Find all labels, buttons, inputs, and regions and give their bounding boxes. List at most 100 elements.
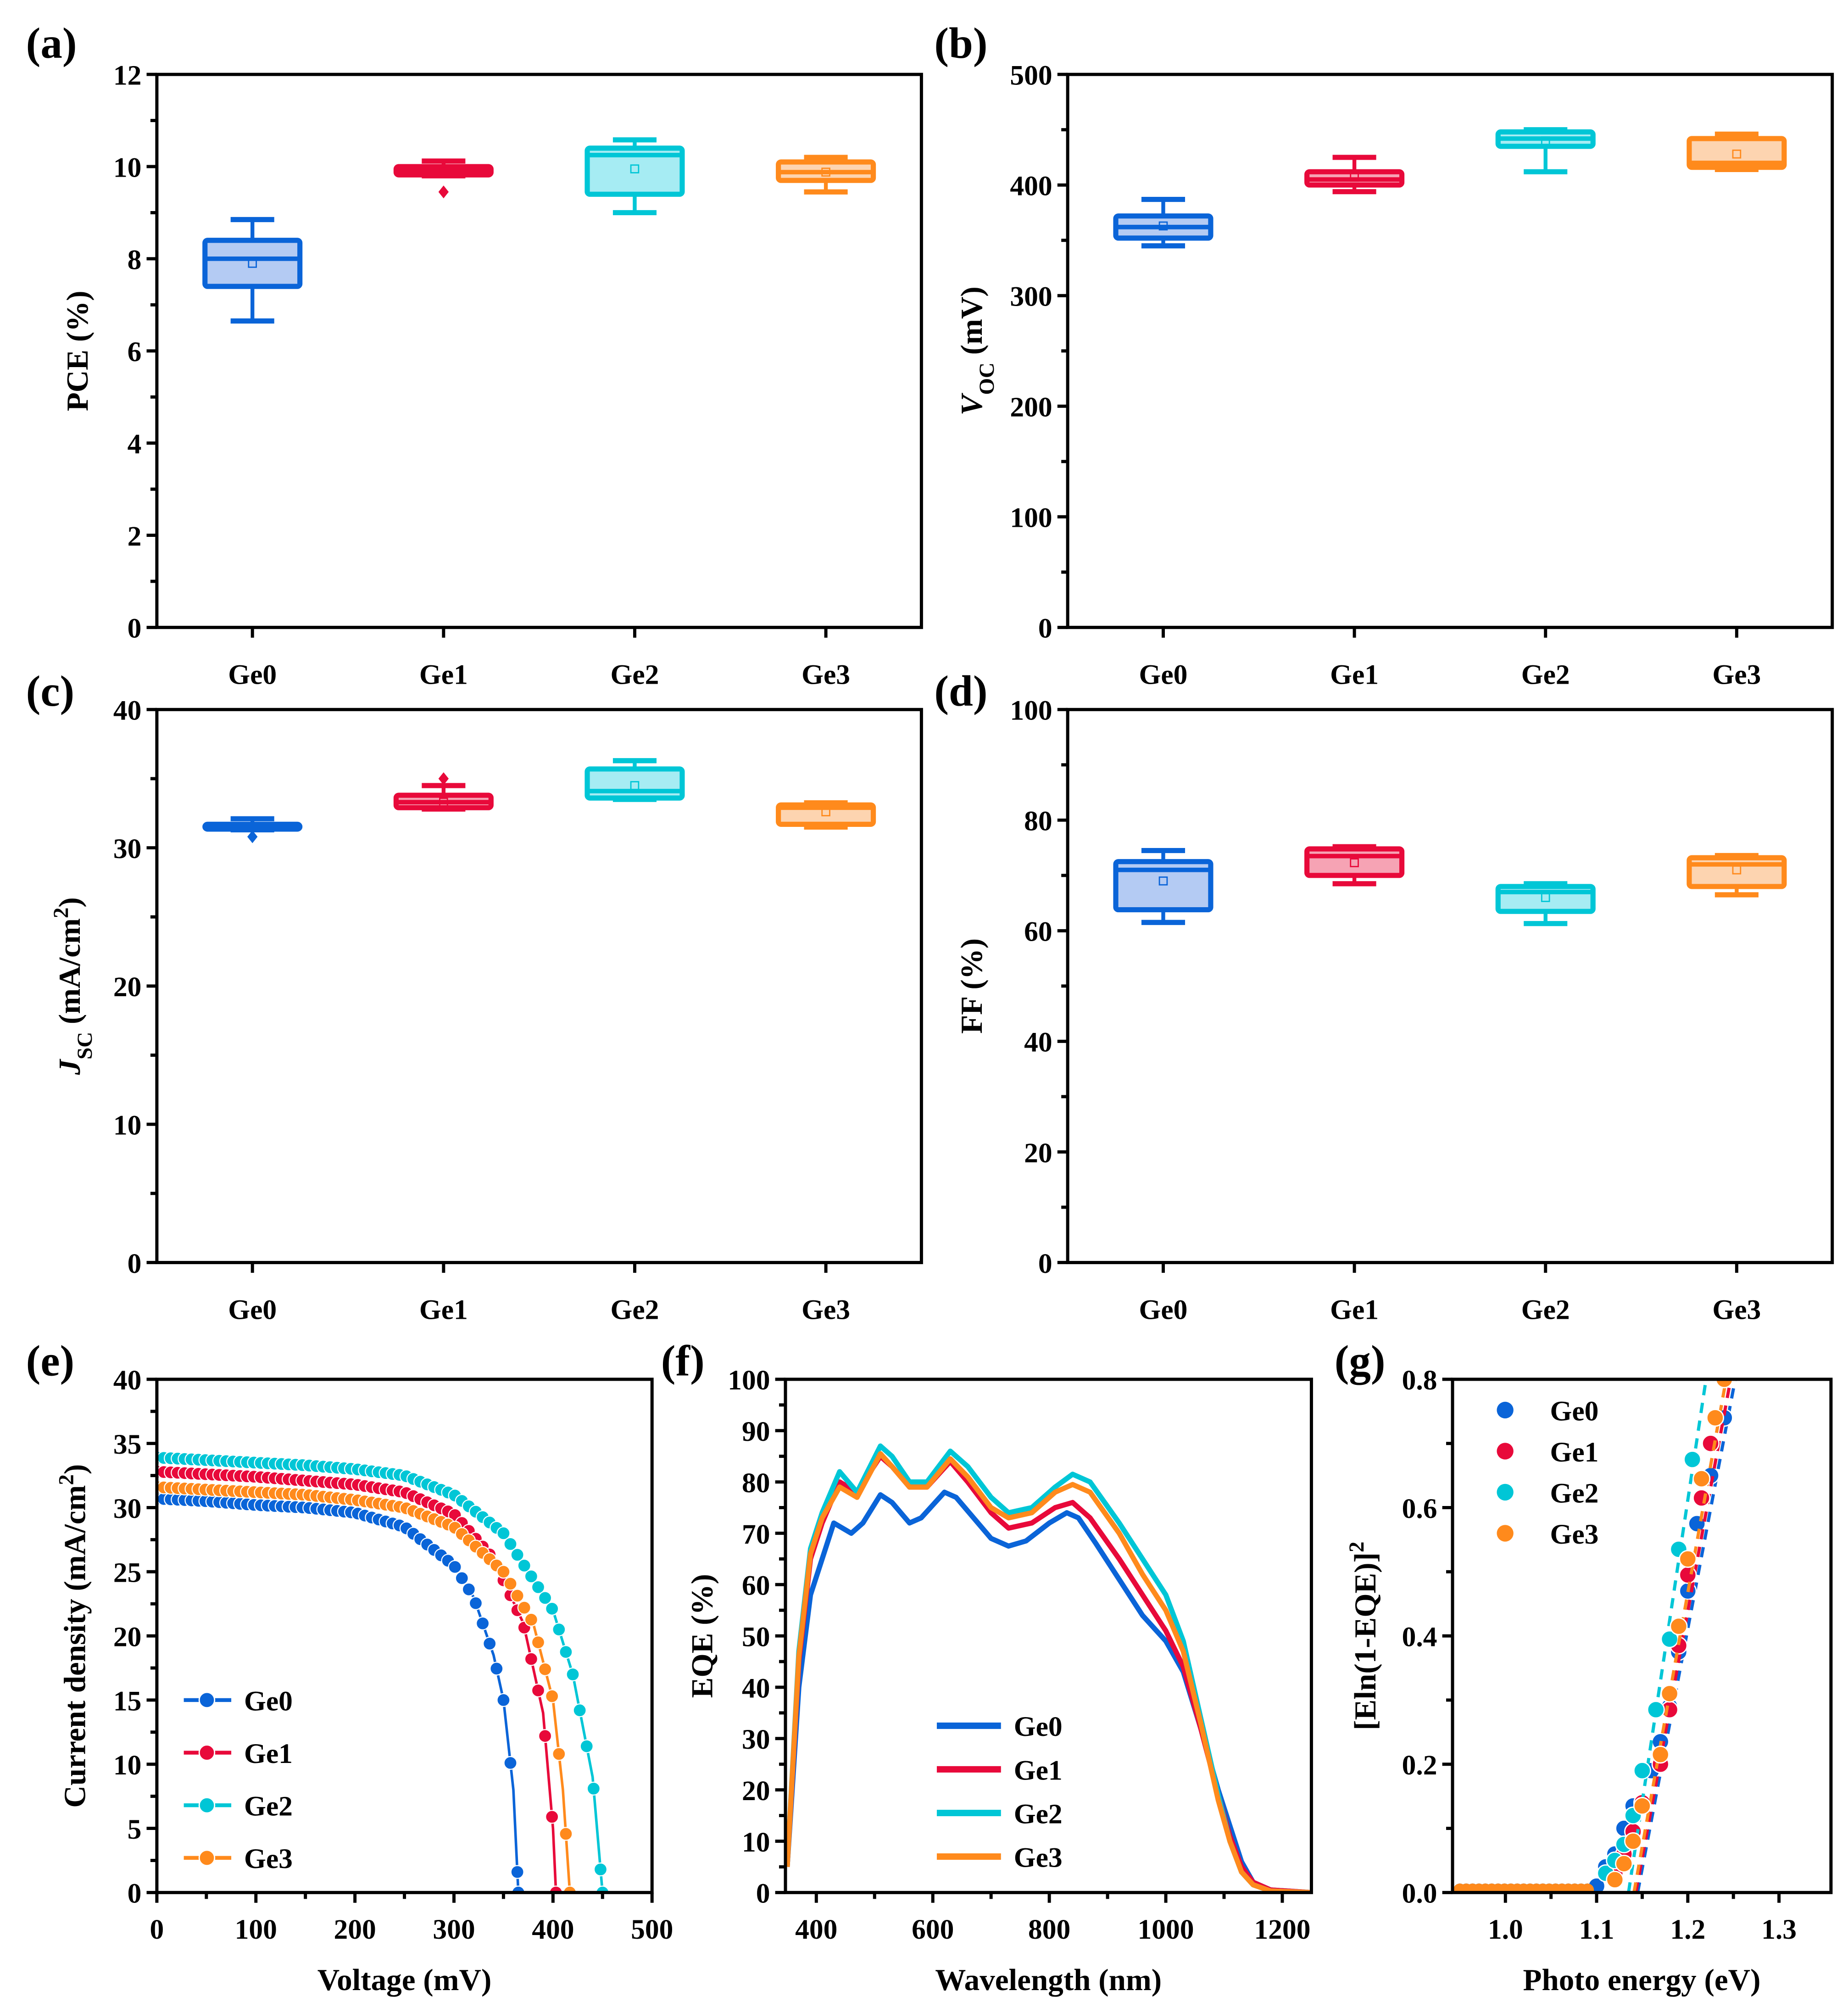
y-tick-label: 0 — [1038, 613, 1052, 644]
data-point — [1679, 1550, 1697, 1568]
data-point — [538, 1729, 552, 1743]
mean-marker — [1158, 221, 1168, 231]
legend: Ge0 Ge1 Ge2 Ge3 — [1497, 1395, 1598, 1550]
box-iqr — [1687, 136, 1787, 170]
x-tick-label: 0 — [150, 1914, 164, 1945]
legend-item-Ge1: Ge1 — [936, 1755, 1063, 1786]
x-tick-label: Ge2 — [611, 659, 659, 690]
data-point — [573, 1703, 587, 1718]
legend-item-Ge2: Ge2 — [1497, 1478, 1598, 1509]
legend-label: Ge3 — [1014, 1842, 1063, 1873]
x-tick-label: Ge2 — [1521, 659, 1570, 690]
legend-label: Ge1 — [244, 1738, 293, 1769]
y-tick-label: 40 — [113, 1365, 141, 1396]
plot-frame — [1451, 1378, 1833, 1894]
series-Ge3 — [1453, 1379, 1733, 1893]
data-point — [1633, 1797, 1652, 1815]
legend-item-Ge0: Ge0 — [1497, 1395, 1598, 1427]
legend-marker — [198, 1744, 216, 1761]
y-axis-label-part: [Eln(1-EQE)] — [1348, 1552, 1382, 1730]
mean-marker — [439, 798, 448, 807]
legend: Ge0 Ge1 Ge2 Ge3 — [936, 1711, 1063, 1873]
plot-area — [785, 1443, 1312, 1893]
legend-item-Ge2: Ge2 — [184, 1791, 293, 1822]
box-Ge0 — [1113, 196, 1213, 249]
box-iqr — [1113, 859, 1213, 913]
x-tick-label: Ge3 — [802, 1294, 850, 1325]
legend-item-Ge3: Ge3 — [1497, 1519, 1598, 1550]
x-tick-label: 800 — [1028, 1914, 1070, 1945]
y-tick-label: 0 — [128, 613, 142, 644]
mean-marker — [1350, 858, 1359, 867]
y-tick-label: 30 — [113, 833, 141, 865]
y-tick-label: 0.0 — [1402, 1878, 1437, 1909]
data-point — [566, 1667, 580, 1682]
y-tick-label: 30 — [742, 1724, 770, 1755]
y-axis-label-part: J — [52, 1058, 87, 1075]
data-point — [538, 1662, 552, 1676]
legend-marker — [198, 1849, 216, 1867]
y-tick-label: 60 — [742, 1570, 770, 1601]
legend-label: Ge2 — [1014, 1798, 1063, 1830]
data-point — [1633, 1762, 1652, 1780]
data-point — [552, 1623, 566, 1637]
x-tick-label: 500 — [631, 1914, 673, 1945]
series-Ge0 — [156, 1491, 525, 1893]
x-tick-label: 400 — [795, 1914, 837, 1945]
y-tick-label: 5 — [128, 1814, 142, 1845]
plot-frame — [155, 73, 923, 629]
x-tick-label: 200 — [334, 1914, 376, 1945]
data-point — [1692, 1470, 1711, 1488]
legend-item-Ge1: Ge1 — [184, 1738, 293, 1769]
y-tick-label: 40 — [742, 1673, 770, 1704]
panel-c: (c) 0 10 20 30 40 JSC (mA/cm2) Ge0 Ge1 Ge2 Ge3 — [26, 667, 923, 1325]
panel-label: (c) — [26, 667, 74, 715]
y-tick-label: 500 — [1010, 60, 1052, 91]
data-point — [462, 1582, 476, 1596]
data-point — [455, 1571, 469, 1585]
y-tick-label: 60 — [1024, 916, 1052, 948]
data-point — [1715, 1379, 1733, 1389]
y-axis-label: EQE (%) — [685, 1574, 719, 1698]
plot-frame — [155, 708, 923, 1264]
y-tick-label: 0.8 — [1402, 1365, 1437, 1396]
mean-marker — [1541, 893, 1550, 902]
y-tick-label: 20 — [113, 1621, 141, 1652]
mean-marker — [439, 166, 448, 175]
x-tick-label: 1.1 — [1579, 1914, 1614, 1945]
mean-marker — [630, 164, 640, 173]
legend-label: Ge0 — [1014, 1711, 1063, 1742]
legend-label: Ge2 — [1550, 1478, 1599, 1509]
box-Ge1 — [1304, 155, 1405, 195]
y-axis-label-part: OC — [975, 363, 999, 395]
panel-label: (a) — [26, 19, 77, 67]
data-point — [503, 1537, 518, 1551]
mean-marker — [248, 259, 257, 268]
legend: Ge0 Ge1 Ge2 Ge3 — [184, 1685, 293, 1874]
y-tick-label: 0 — [128, 1248, 142, 1279]
x-tick-label: Ge0 — [228, 1294, 277, 1325]
y-axis-label-part: 2 — [54, 1474, 78, 1485]
y-tick-label: 0 — [756, 1878, 770, 1909]
panel-b: (b) 0 100 200 300 400 500 VOC (mV) Ge0 Ge1 Ge2 Ge3 — [934, 19, 1834, 690]
y-axis-label-part: ) — [52, 897, 87, 907]
data-point — [517, 1601, 531, 1615]
y-tick-label: 10 — [113, 1750, 141, 1781]
y-axis-label-part: V — [954, 392, 989, 415]
series-Ge2 — [156, 1450, 610, 1893]
y-tick-label: 30 — [113, 1493, 141, 1524]
data-point — [524, 1612, 538, 1627]
x-tick-label: 400 — [532, 1914, 574, 1945]
box-Ge0 — [202, 217, 303, 324]
legend-label: Ge0 — [244, 1685, 293, 1717]
x-tick-label: Ge1 — [1330, 659, 1379, 690]
plot-area — [156, 1450, 610, 1893]
data-point — [1701, 1434, 1720, 1453]
data-point — [552, 1747, 566, 1761]
box-iqr — [584, 145, 685, 197]
mean-marker — [821, 807, 830, 817]
y-tick-label: 200 — [1010, 392, 1052, 423]
legend-marker — [1497, 1443, 1514, 1460]
panel-label: (d) — [934, 667, 987, 715]
x-axis-label: Photo energy (eV) — [1523, 1963, 1760, 1997]
